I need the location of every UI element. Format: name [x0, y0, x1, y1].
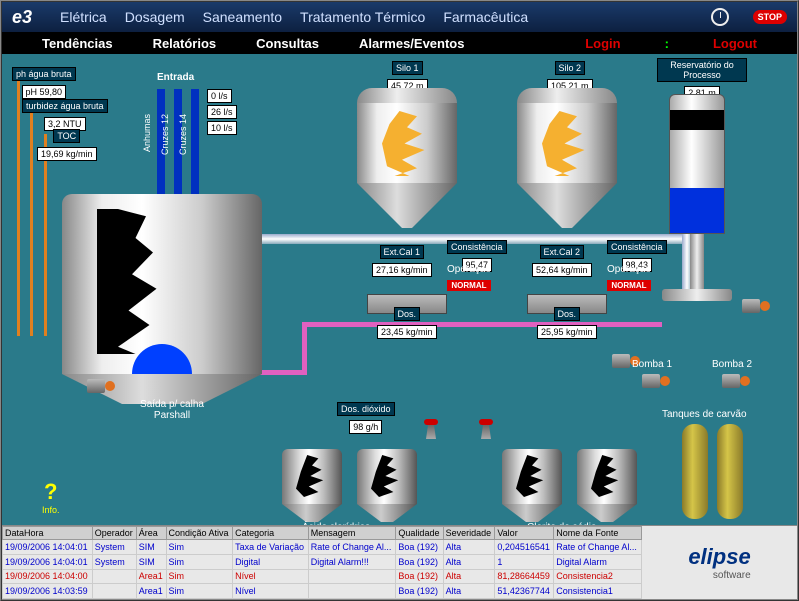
nav-eletrica[interactable]: Elétrica [60, 9, 107, 25]
col-header[interactable]: Valor [495, 527, 554, 540]
col-header[interactable]: DataHora [3, 527, 93, 540]
saida-label: Saída p/ calhaParshall [122, 399, 222, 421]
pipe [17, 76, 20, 336]
oper1: Operação NORMAL [447, 264, 491, 293]
nav-farmaceutica[interactable]: Farmacêutica [443, 9, 528, 25]
nav-saneamento[interactable]: Saneamento [203, 9, 282, 25]
nav-dosagem[interactable]: Dosagem [125, 9, 185, 25]
indicator-toc: TOC 19,69 kg/min [37, 126, 97, 162]
pipe [302, 322, 662, 327]
silo-2 [517, 88, 617, 228]
col-header[interactable]: Categoria [233, 527, 309, 540]
bomba1-label: Bomba 1 [632, 359, 672, 370]
table-row[interactable]: 19/09/2006 14:04:01SystemSIMSimDigitalDi… [3, 554, 642, 569]
col-header[interactable]: Operador [92, 527, 136, 540]
alarm-grid: DataHoraOperadorÁreaCondição AtivaCatego… [2, 525, 797, 599]
table-row[interactable]: 19/09/2006 14:04:00Area1SimNívelBoa (192… [3, 569, 642, 584]
col-header[interactable]: Mensagem [308, 527, 396, 540]
main-tank [62, 194, 262, 404]
anhumas-label: Anhumas [142, 114, 152, 152]
col-header[interactable]: Qualidade [396, 527, 443, 540]
table-row[interactable]: 19/09/2006 14:03:59Area1SimNívelBoa (192… [3, 584, 642, 599]
carbon-tank [717, 424, 743, 519]
subnav-consultas[interactable]: Consultas [256, 36, 319, 51]
indicator-ph: ph água bruta pH 59,80 [12, 64, 76, 100]
header-bar: e3 Elétrica Dosagem Saneamento Tratament… [2, 2, 797, 32]
valve-icon[interactable] [422, 419, 440, 441]
lbl: ph água bruta [12, 67, 76, 81]
subnav-alarmes[interactable]: Alarmes/Eventos [359, 36, 465, 51]
brand-logo: elipsesoftware [642, 526, 797, 599]
login-link[interactable]: Login [585, 36, 620, 51]
normal-flag: NORMAL [447, 280, 490, 291]
reservoir [657, 94, 737, 301]
dos2: Dos. 25,95 kg/min [537, 304, 597, 340]
extcal1: Ext.Cal 1 27,16 kg/min [372, 242, 432, 278]
col-header[interactable]: Severidade [443, 527, 495, 540]
extcal2: Ext.Cal 2 52,64 kg/min [532, 242, 592, 278]
lbl: turbidez água bruta [22, 99, 108, 113]
subnav-bar: Tendências Relatórios Consultas Alarmes/… [2, 32, 797, 54]
logout-link[interactable]: Logout [713, 36, 757, 51]
logo: e3 [12, 7, 32, 28]
silo-1 [357, 88, 457, 228]
pump-icon[interactable] [87, 379, 115, 397]
carbon-tank [682, 424, 708, 519]
acid-tank-2 [357, 449, 417, 522]
pump-icon[interactable] [742, 299, 770, 317]
lbl: TOC [53, 129, 80, 143]
carvao-label: Tanques de carvão [662, 409, 747, 420]
clock-icon [711, 8, 729, 26]
normal-flag: NORMAL [607, 280, 650, 291]
entrada-label: Entrada [157, 72, 194, 83]
alarm-table[interactable]: DataHoraOperadorÁreaCondição AtivaCatego… [2, 526, 642, 599]
subnav-relatorios[interactable]: Relatórios [153, 36, 217, 51]
table-row[interactable]: 19/09/2006 14:04:01SystemSIMSimTaxa de V… [3, 540, 642, 555]
subnav-tendencias[interactable]: Tendências [42, 36, 113, 51]
clorito-tank-1 [502, 449, 562, 522]
entrada-v3: 10 l/s [207, 118, 237, 136]
pipe [302, 322, 307, 372]
scada-canvas: ph água bruta pH 59,80 turbidez água bru… [2, 54, 797, 525]
valve-icon[interactable] [477, 419, 495, 441]
help-icon: ? [42, 479, 60, 505]
clorito-tank-2 [577, 449, 637, 522]
info-button[interactable]: ? Info. [42, 479, 60, 515]
oper2: Operação NORMAL [607, 264, 651, 293]
separator: : [661, 36, 673, 51]
dos1: Dos. 23,45 kg/min [377, 304, 437, 340]
cruzes14-label: Cruzes 14 [178, 114, 188, 155]
pump-bomba1[interactable] [642, 374, 670, 392]
dosdiox: Dos. dióxido 98 g/h [337, 399, 395, 435]
pipe [44, 134, 47, 336]
stop-button[interactable]: STOP [753, 10, 787, 24]
col-header[interactable]: Nome da Fonte [554, 527, 642, 540]
col-header[interactable]: Área [136, 527, 166, 540]
bomba2-label: Bomba 2 [712, 359, 752, 370]
nav-tratamento[interactable]: Tratamento Térmico [300, 9, 425, 25]
cruzes12-label: Cruzes 12 [160, 114, 170, 155]
pipe [191, 89, 199, 197]
acid-tank-1 [282, 449, 342, 522]
pump-bomba2[interactable] [722, 374, 750, 392]
col-header[interactable]: Condição Ativa [166, 527, 233, 540]
pipe [30, 104, 33, 336]
val: 19,69 kg/min [37, 147, 97, 161]
